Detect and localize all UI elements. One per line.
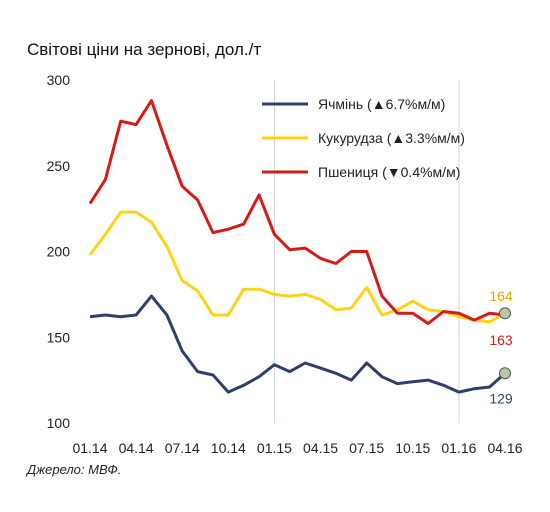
- x-tick-label: 07.14: [165, 440, 200, 456]
- end-value-label: 163: [489, 332, 513, 348]
- series-line: [88, 210, 506, 324]
- x-tick-label: 01.14: [72, 440, 107, 456]
- legend-entry: Пшениця (▼0.4%м/м): [318, 164, 460, 180]
- x-tick-label: 10.14: [211, 440, 246, 456]
- x-tick-label: 04.15: [303, 440, 338, 456]
- chart-title: Світові ціни на зернові, дол./т: [27, 40, 262, 59]
- y-tick-label: 250: [47, 158, 71, 174]
- y-tick-label: 300: [47, 72, 71, 88]
- y-tick-label: 100: [47, 415, 71, 431]
- legend-entry: Кукурудза (▲3.3%м/м): [318, 130, 465, 146]
- series-line: [89, 294, 506, 394]
- x-axis-ticks: 01.14 04.14 07.14 10.14 01.15 04.15 07.15 10.15…: [72, 440, 522, 456]
- series-lines: [88, 99, 506, 394]
- y-axis-ticks: 100 150 200 250 300: [47, 72, 71, 431]
- legend-entry: Ячмінь (▲6.7%м/м): [318, 96, 445, 112]
- x-tick-label: 10.15: [395, 440, 430, 456]
- source-note: Джерело: МВФ.: [27, 462, 122, 477]
- x-tick-label: 04.14: [119, 440, 154, 456]
- x-tick-label: 04.16: [487, 440, 522, 456]
- end-marker: [499, 367, 511, 380]
- y-tick-label: 200: [47, 244, 71, 260]
- end-labels: 129 164 163: [489, 288, 513, 406]
- x-tick-label: 07.15: [349, 440, 384, 456]
- end-markers: [499, 307, 511, 380]
- x-tick-label: 01.15: [257, 440, 292, 456]
- x-tick-label: 01.16: [441, 440, 476, 456]
- legend: Ячмінь (▲6.7%м/м) Кукурудза (▲3.3%м/м) Пше…: [262, 96, 465, 180]
- end-value-label: 129: [489, 390, 513, 406]
- y-tick-label: 150: [47, 329, 71, 345]
- end-marker: [499, 307, 511, 320]
- end-value-label: 164: [489, 288, 513, 304]
- series-line: [88, 99, 506, 325]
